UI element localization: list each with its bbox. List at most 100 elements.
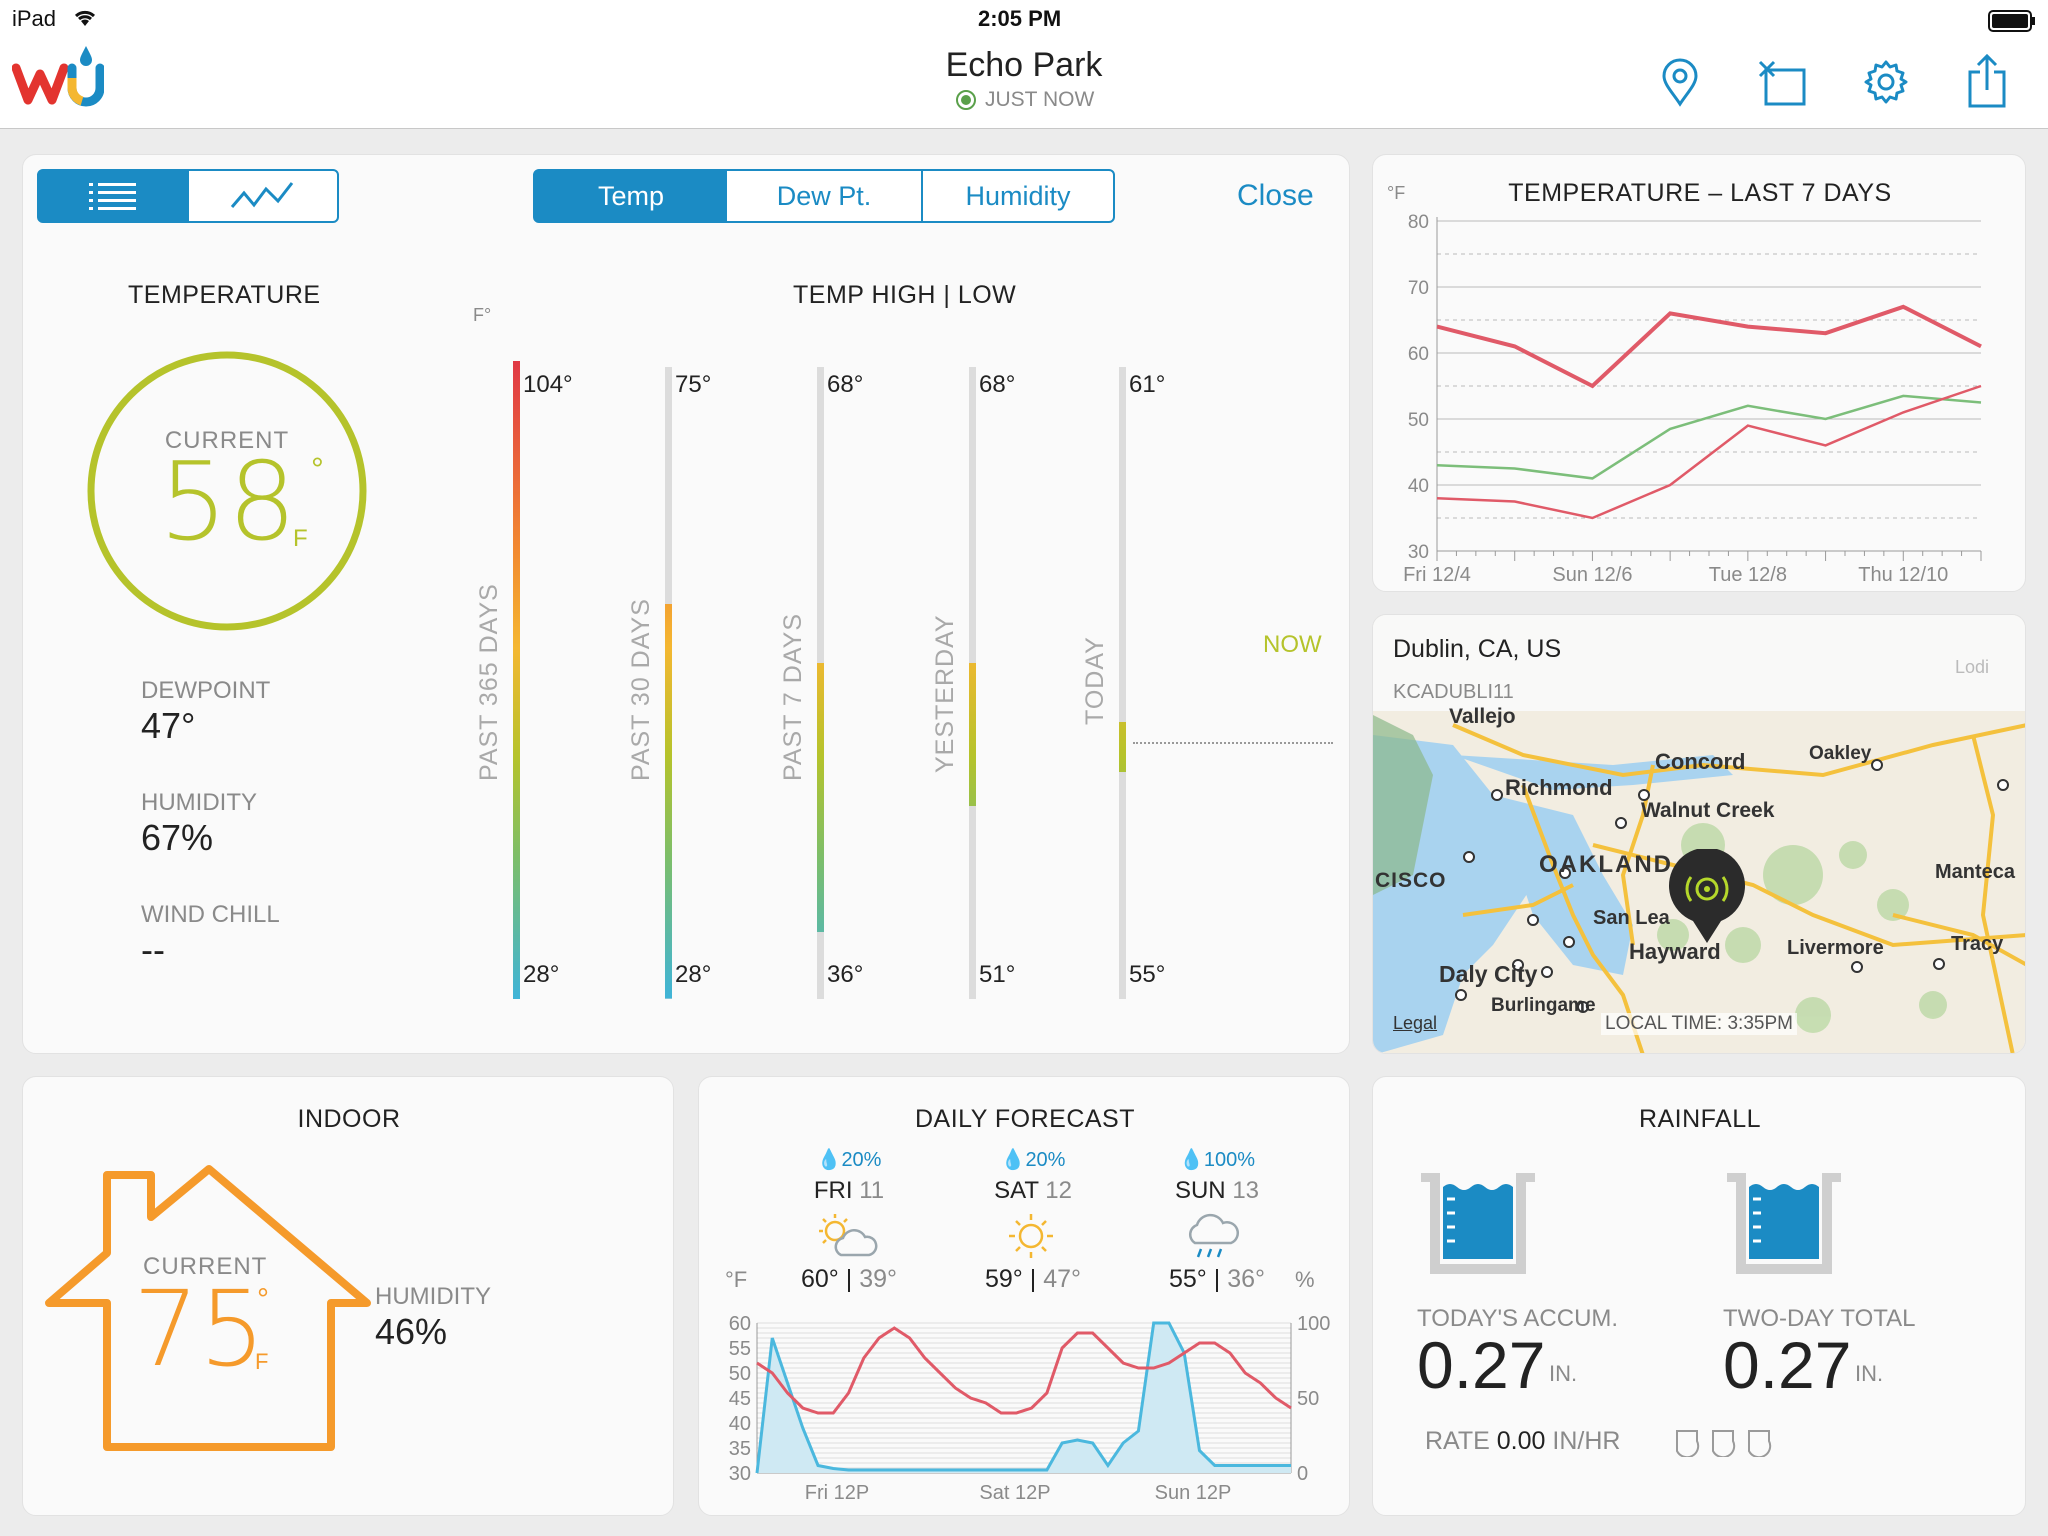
rain-icon <box>1188 1213 1240 1258</box>
seven-day-card[interactable]: TEMPERATURE – LAST 7 DAYS °F 80 70 60 50 40 3… <box>1372 154 2026 592</box>
forecast-low: 36° <box>1227 1265 1265 1293</box>
location-title[interactable]: Echo Park <box>945 46 1103 84</box>
range-bar-track <box>513 361 520 999</box>
current-temp-degree: ° <box>311 451 324 487</box>
forecast-card[interactable]: DAILY FORECAST 💧20% 💧20% 💧100% FRI 11 SA… <box>698 1076 1350 1516</box>
map-location: Dublin, CA, US <box>1393 635 1562 663</box>
map-local-time: LOCAL TIME: 3:35PM <box>1601 1013 1797 1035</box>
precip-line <box>755 1321 1291 1474</box>
current-label: CURRENT <box>164 427 290 454</box>
now-line <box>1133 742 1333 744</box>
location-pin-icon[interactable] <box>1658 58 1702 108</box>
temp-line <box>756 1326 1292 1415</box>
y-tick-label: 35 <box>729 1438 751 1460</box>
highlow-title: TEMP HIGH | LOW <box>793 281 1017 309</box>
wifi-icon <box>74 10 96 26</box>
y-tick-label: 60 <box>1408 344 1429 365</box>
forecast-day-label: SUN 13 <box>1127 1177 1307 1205</box>
tab-humidity[interactable]: Humidity <box>921 169 1115 223</box>
list-icon <box>89 183 136 210</box>
rain-rate: RATE 0.00 IN/HR <box>1425 1427 1620 1456</box>
tab-dew-point[interactable]: Dew Pt. <box>727 169 923 223</box>
tab-temp[interactable]: Temp <box>533 169 729 223</box>
two-day-total-label: TWO-DAY TOTAL <box>1723 1305 1916 1332</box>
range-period-label: YESTERDAY <box>931 614 959 773</box>
axis-unit: F° <box>473 305 492 325</box>
range-low-label: 51° <box>979 961 1016 988</box>
station-pin-icon[interactable] <box>1667 849 1747 945</box>
indoor-temp-value: 75 <box>133 1268 266 1390</box>
temperature-card: Temp Dew Pt. Humidity Close TEMPERATURE … <box>22 154 1350 1054</box>
range-bar-fill <box>513 361 520 999</box>
current-temp-value: 58 <box>159 440 297 565</box>
day-date: 12 <box>1045 1177 1072 1204</box>
share-icon[interactable] <box>1966 54 2008 108</box>
city-richmond: Richmond <box>1505 775 1613 800</box>
city-oakland: OAKLAND <box>1539 851 1673 878</box>
forecast-low: 39° <box>859 1265 897 1293</box>
add-widget-icon[interactable] <box>1758 60 1808 108</box>
precip-chance: 💧20% <box>816 1149 882 1171</box>
station-map[interactable] <box>1373 615 2026 1054</box>
precip-value: 20% <box>841 1149 882 1171</box>
map-legal-link[interactable]: Legal <box>1393 1013 1438 1033</box>
series-line <box>1436 384 1982 520</box>
rain-intensity-icon <box>1676 1430 1772 1457</box>
city-vallejo: Vallejo <box>1449 705 1516 728</box>
city-burlingame: Burlingame <box>1491 995 1596 1016</box>
y-tick-label: 45 <box>729 1388 751 1410</box>
x-tick-label: Sun 12P <box>1155 1482 1232 1504</box>
y2-tick-label: 100 <box>1297 1313 1330 1335</box>
app-header: Echo Park JUST NOW <box>0 40 2048 129</box>
forecast-hilo: 55° | 36° <box>1168 1265 1265 1293</box>
y-tick-label: 40 <box>1408 476 1429 497</box>
y-tick-label: 30 <box>729 1463 751 1485</box>
wu-logo <box>12 46 104 107</box>
range-bar-fill <box>969 663 976 806</box>
forecast-day-label: SAT 12 <box>943 1177 1123 1205</box>
dewpoint-label: DEWPOINT <box>141 677 271 704</box>
range-bar-fill <box>665 604 672 999</box>
city-oakley: Oakley <box>1809 743 1872 764</box>
y-tick-label: 50 <box>1408 410 1429 431</box>
y-tick-label: 60 <box>729 1313 751 1335</box>
update-status: JUST NOW <box>955 88 1094 112</box>
range-bar-track <box>665 367 672 999</box>
seven-day-title: TEMPERATURE – LAST 7 DAYS <box>1508 179 1892 207</box>
range-period-label: PAST 365 DAYS <box>475 583 503 781</box>
city-manteca: Manteca <box>1935 861 2016 883</box>
live-indicator-icon <box>956 90 976 110</box>
y-tick-label: 55 <box>729 1338 751 1360</box>
city-cisco: CISCO <box>1375 869 1447 892</box>
x-tick-label: Sun 12/6 <box>1552 564 1632 586</box>
line-graph-icon <box>230 182 294 208</box>
forecast-day-sat: 💧20% <box>943 1147 1123 1172</box>
day-name: FRI <box>813 1177 853 1204</box>
range-high-label: 68° <box>979 371 1016 398</box>
indoor-humidity-label: HUMIDITY <box>375 1283 491 1310</box>
rate-value: 0.00 <box>1496 1427 1546 1455</box>
range-bar-fill <box>817 663 824 932</box>
range-low-label: 28° <box>523 961 560 988</box>
windchill-value: -- <box>141 929 165 970</box>
indoor-temp-degree: ° <box>257 1283 269 1316</box>
list-view-button[interactable] <box>37 169 189 223</box>
range-bar-track <box>817 367 824 999</box>
close-button[interactable]: Close <box>1237 179 1314 212</box>
graph-view-button[interactable] <box>187 169 339 223</box>
rain-gauge-icon <box>1421 1173 1535 1274</box>
map-card[interactable]: Dublin, CA, US KCADUBLI11 Vallejo Concor… <box>1372 614 2026 1054</box>
day-name: SAT <box>994 1177 1039 1204</box>
rainfall-card[interactable]: RAINFALL TODAY'S ACCUM. 0.27 IN. TWO-DAY… <box>1372 1076 2026 1516</box>
rate-unit: IN/HR <box>1552 1427 1621 1455</box>
settings-gear-icon[interactable] <box>1862 58 1910 106</box>
forecast-chart: 60 55 50 45 40 35 30 100 50 0 Fri 12P Sat 12P Sun 12… <box>729 1313 1331 1504</box>
house-icon <box>45 1165 371 1451</box>
range-bar-track <box>969 367 976 999</box>
rain-gauge-icon <box>1727 1173 1841 1274</box>
indoor-card[interactable]: INDOOR CURRENT 75 ° F HUMIDITY 46% <box>22 1076 674 1516</box>
range-bar-track <box>1119 367 1126 999</box>
city-walnut-creek: Walnut Creek <box>1641 799 1775 822</box>
humidity-label: HUMIDITY <box>141 789 257 816</box>
y2-tick-label: 0 <box>1297 1463 1308 1485</box>
